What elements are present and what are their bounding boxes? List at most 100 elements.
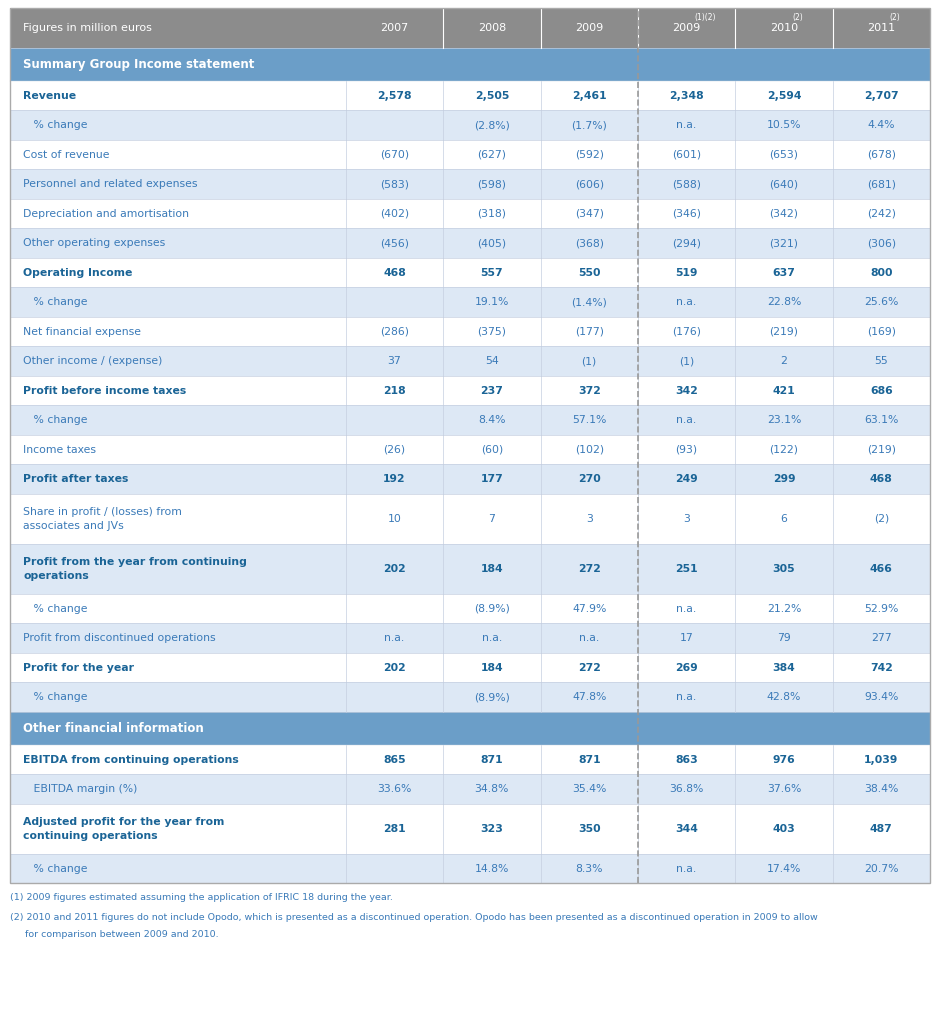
Text: 42.8%: 42.8% <box>767 692 801 702</box>
Text: 177: 177 <box>480 475 503 484</box>
Text: 237: 237 <box>480 386 503 396</box>
Text: 23.1%: 23.1% <box>767 416 801 425</box>
Text: (60): (60) <box>480 445 503 455</box>
Text: 54: 54 <box>485 357 499 366</box>
Text: Operating Income: Operating Income <box>23 268 133 278</box>
Text: (169): (169) <box>867 327 896 337</box>
Text: 1,039: 1,039 <box>864 755 899 765</box>
Text: (306): (306) <box>867 238 896 248</box>
Text: Depreciation and amortisation: Depreciation and amortisation <box>23 209 189 219</box>
Text: 2011: 2011 <box>868 23 896 33</box>
Text: 10: 10 <box>387 514 401 524</box>
Text: Other income / (expense): Other income / (expense) <box>23 357 163 366</box>
Text: 272: 272 <box>578 663 601 673</box>
Bar <box>10 405 930 435</box>
Text: 323: 323 <box>480 824 503 834</box>
Text: 192: 192 <box>384 475 406 484</box>
Text: 79: 79 <box>777 633 791 643</box>
Text: continuing operations: continuing operations <box>23 831 158 842</box>
Text: 57.1%: 57.1% <box>572 416 606 425</box>
Text: % change: % change <box>23 604 87 614</box>
Text: 742: 742 <box>870 663 893 673</box>
Text: 202: 202 <box>384 564 406 574</box>
Text: 93.4%: 93.4% <box>864 692 899 702</box>
Text: 37.6%: 37.6% <box>767 784 801 794</box>
Text: 184: 184 <box>480 564 503 574</box>
Bar <box>10 804 930 854</box>
Text: Share in profit / (losses) from: Share in profit / (losses) from <box>23 507 181 517</box>
Text: (1): (1) <box>582 357 597 366</box>
Text: 487: 487 <box>870 824 893 834</box>
Text: 38.4%: 38.4% <box>864 784 899 794</box>
Text: 468: 468 <box>870 475 893 484</box>
Text: 17.4%: 17.4% <box>767 863 801 874</box>
Text: (242): (242) <box>867 209 896 219</box>
Text: (601): (601) <box>672 150 701 159</box>
Text: Profit for the year: Profit for the year <box>23 663 134 673</box>
Text: (176): (176) <box>672 327 701 337</box>
Text: (177): (177) <box>574 327 603 337</box>
Text: (346): (346) <box>672 209 701 219</box>
Text: 277: 277 <box>871 633 892 643</box>
Text: for comparison between 2009 and 2010.: for comparison between 2009 and 2010. <box>10 931 219 940</box>
Text: (402): (402) <box>380 209 409 219</box>
Text: 421: 421 <box>773 386 795 396</box>
Bar <box>10 170 930 199</box>
Text: operations: operations <box>23 571 88 581</box>
Text: 299: 299 <box>773 475 795 484</box>
Bar <box>10 774 930 804</box>
Text: (606): (606) <box>574 179 603 189</box>
Text: 35.4%: 35.4% <box>572 784 606 794</box>
Text: 33.6%: 33.6% <box>377 784 412 794</box>
Text: 557: 557 <box>480 268 503 278</box>
Text: 2009: 2009 <box>575 23 603 33</box>
Text: Profit from the year from continuing: Profit from the year from continuing <box>23 556 247 567</box>
Text: 372: 372 <box>578 386 601 396</box>
Text: 2010: 2010 <box>770 23 798 33</box>
Bar <box>10 854 930 883</box>
Text: (592): (592) <box>574 150 603 159</box>
Bar <box>10 48 930 81</box>
Text: 184: 184 <box>480 663 503 673</box>
Text: % change: % change <box>23 120 87 130</box>
Text: (583): (583) <box>380 179 409 189</box>
Text: Profit from discontinued operations: Profit from discontinued operations <box>23 633 215 643</box>
Text: 305: 305 <box>773 564 795 574</box>
Text: (375): (375) <box>478 327 507 337</box>
Text: (321): (321) <box>770 238 798 248</box>
Bar <box>10 229 930 258</box>
Bar <box>10 494 930 544</box>
Text: Other operating expenses: Other operating expenses <box>23 238 165 248</box>
Text: Profit before income taxes: Profit before income taxes <box>23 386 186 396</box>
Text: (219): (219) <box>867 445 896 455</box>
Text: 8.4%: 8.4% <box>478 416 506 425</box>
Text: 2,348: 2,348 <box>669 91 704 100</box>
Text: % change: % change <box>23 692 87 702</box>
Text: (681): (681) <box>867 179 896 189</box>
Text: associates and JVs: associates and JVs <box>23 521 124 531</box>
Bar <box>10 8 930 883</box>
Text: (347): (347) <box>574 209 603 219</box>
Text: (640): (640) <box>769 179 798 189</box>
Text: 34.8%: 34.8% <box>475 784 509 794</box>
Text: (294): (294) <box>672 238 701 248</box>
Text: 4.4%: 4.4% <box>868 120 895 130</box>
Text: Personnel and related expenses: Personnel and related expenses <box>23 179 197 189</box>
Text: (588): (588) <box>672 179 701 189</box>
Text: n.a.: n.a. <box>677 416 697 425</box>
Text: 63.1%: 63.1% <box>864 416 899 425</box>
Text: 686: 686 <box>870 386 893 396</box>
Text: n.a.: n.a. <box>384 633 404 643</box>
Text: n.a.: n.a. <box>579 633 600 643</box>
Text: 10.5%: 10.5% <box>767 120 801 130</box>
Text: (122): (122) <box>770 445 798 455</box>
Text: 251: 251 <box>675 564 697 574</box>
Text: (598): (598) <box>478 179 507 189</box>
Bar <box>10 682 930 712</box>
Bar <box>10 346 930 376</box>
Text: 350: 350 <box>578 824 601 834</box>
Text: 52.9%: 52.9% <box>864 604 899 614</box>
Bar <box>10 199 930 229</box>
Text: (1)(2): (1)(2) <box>695 13 716 23</box>
Text: 202: 202 <box>384 663 406 673</box>
